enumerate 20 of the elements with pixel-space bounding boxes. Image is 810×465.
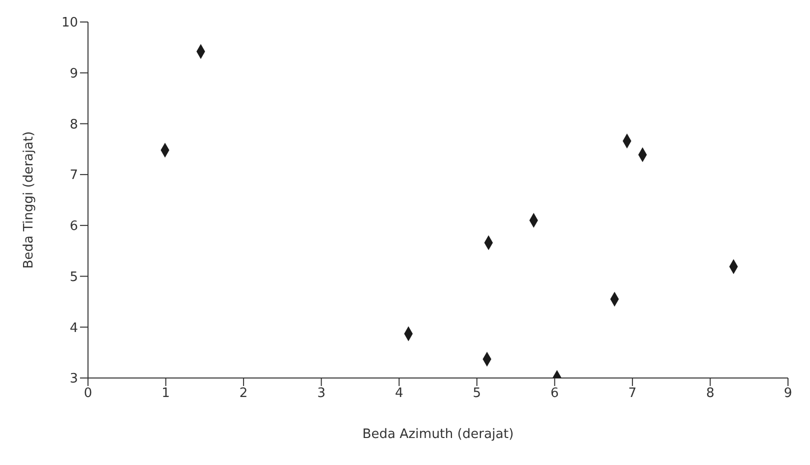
x-tick-label: 4 xyxy=(394,386,404,402)
x-tick-label: 5 xyxy=(472,386,482,402)
y-tick-label: 8 xyxy=(70,117,78,132)
y-tick-label: 6 xyxy=(70,219,78,234)
x-tick-label: 1 xyxy=(162,386,170,402)
y-tick-label: 3 xyxy=(70,372,78,387)
y-axis-title: Beda Tinggi (derajat) xyxy=(22,131,37,269)
x-tick-label: 6 xyxy=(550,386,559,402)
y-tick-label: 10 xyxy=(61,16,78,31)
y-tick-label: 5 xyxy=(70,270,78,285)
x-tick-label: 0 xyxy=(84,386,92,402)
x-tick-label: 7 xyxy=(628,386,637,402)
x-tick-label: 9 xyxy=(784,386,792,402)
y-tick-label: 7 xyxy=(70,168,78,184)
y-tick-label: 9 xyxy=(70,66,78,82)
x-axis-title: Beda Azimuth (derajat) xyxy=(362,427,514,442)
x-tick-label: 3 xyxy=(317,386,326,402)
x-tick-label: 8 xyxy=(706,386,714,402)
x-tick-label: 2 xyxy=(239,386,248,402)
y-tick-label: 4 xyxy=(70,320,78,336)
